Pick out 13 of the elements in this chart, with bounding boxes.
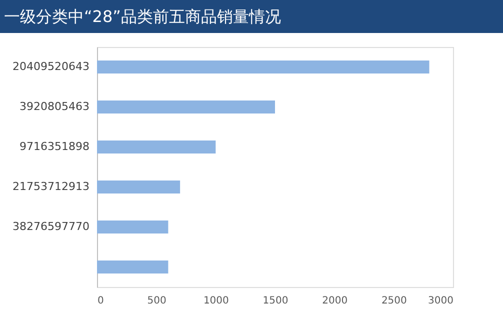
y-tick-label: 38276597770 [12, 220, 90, 233]
x-tick-label: 2000 [322, 296, 348, 306]
x-tick-label: 500 [147, 296, 166, 306]
y-tick-label: 21753712913 [12, 180, 90, 193]
y-tick-label: 20409520643 [12, 60, 90, 73]
x-tick-label: 0 [98, 296, 104, 306]
x-tick-label: 1500 [262, 296, 288, 306]
x-tick-label: 1000 [203, 296, 229, 306]
x-tick-label: 3000 [428, 296, 454, 306]
chart-title: 一级分类中“28”品类前五商品销量情况 [4, 7, 281, 26]
y-tick-label: 9716351898 [20, 140, 90, 153]
y-tick-label: 3920805463 [20, 100, 90, 113]
x-tick-label: 2500 [381, 296, 407, 306]
